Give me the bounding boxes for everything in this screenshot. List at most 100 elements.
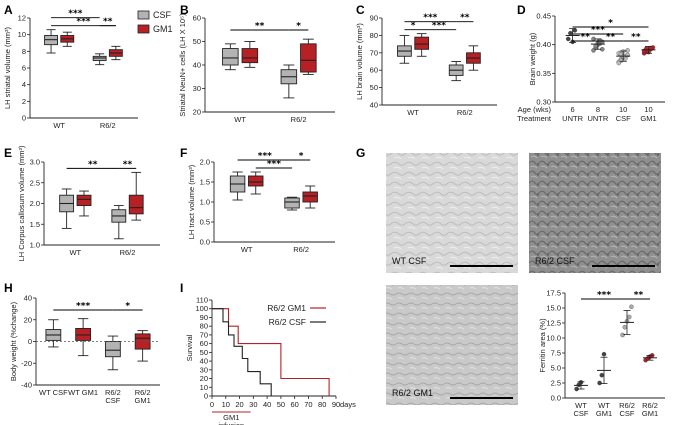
box-rect xyxy=(300,43,317,73)
significance-label: ** xyxy=(606,33,616,43)
dot-group xyxy=(574,380,588,392)
x-group-label: R6/2 xyxy=(100,121,116,130)
y-tick-label: 80 xyxy=(200,322,208,331)
chart-panel-g: 0.0 2.5 5.0 7.5 10.0 12.5 15.0 17.5 Ferritin are… xyxy=(538,289,665,418)
x-category-age: 10 xyxy=(619,105,627,114)
dot-group xyxy=(590,36,605,53)
y-tick-label: 60 xyxy=(370,66,378,75)
box-rect xyxy=(414,36,430,50)
row-label-treatment: Treatment xyxy=(517,114,552,123)
box-csf xyxy=(44,29,58,54)
micrograph-wt-csf-label: WT CSF xyxy=(392,256,427,266)
row-label-age: Age (wks) xyxy=(518,105,552,114)
y-tick-label: 20 xyxy=(193,108,201,117)
box-rect xyxy=(222,48,239,66)
significance-label: * xyxy=(299,152,304,162)
dot-group xyxy=(616,48,631,66)
micrograph-r62-gm1-label: R6/2 GM1 xyxy=(392,388,433,398)
y-axis-label: Ferritin area (%) xyxy=(538,318,547,373)
x-group-label: R6/2 xyxy=(457,108,473,117)
x-category-age: 8 xyxy=(596,105,600,114)
x-category-label: CSF xyxy=(105,396,120,405)
x-category-label: GM1 xyxy=(642,409,658,418)
micrograph-wt-csf: WT CSF xyxy=(386,153,518,273)
box-rect xyxy=(302,191,318,203)
panel-letter-a: A xyxy=(4,3,13,17)
y-tick-label: 0.35 xyxy=(536,69,551,78)
y-tick-label: 50 xyxy=(370,83,378,92)
x-category-label: CSF xyxy=(620,409,635,418)
dot-group xyxy=(620,304,634,338)
x-category-label: R6/2 xyxy=(642,401,658,410)
x-tick-label: 90 xyxy=(332,400,340,409)
box-gm1 xyxy=(76,190,92,217)
y-tick-label: 70 xyxy=(200,330,208,339)
legend: CSF GM1 xyxy=(137,10,173,34)
micrograph-wt-csf-image xyxy=(386,153,518,273)
y-tick-label: 60 xyxy=(200,339,208,348)
x-category-treatment: UNTR xyxy=(587,114,608,123)
y-tick-label: 0.40 xyxy=(536,40,551,49)
y-tick-label: 2 xyxy=(22,97,26,106)
significance-label: * xyxy=(608,19,613,29)
x-tick-label: 10 xyxy=(222,400,230,409)
y-tick-label: 12 xyxy=(18,14,26,23)
micrograph-r62-csf-label: R6/2 CSF xyxy=(535,256,575,266)
y-tick-label: 10.0 xyxy=(546,334,561,343)
y-tick-label: 0.5 xyxy=(200,218,210,227)
x-group-label: WT xyxy=(241,245,253,254)
box-csf xyxy=(280,64,298,99)
y-tick-label: 1.5 xyxy=(30,220,40,229)
panel-letter-b: B xyxy=(180,3,189,17)
x-category-label: WT CSF xyxy=(39,388,68,397)
data-point xyxy=(622,324,628,330)
box-rect xyxy=(284,197,300,209)
box-gm1 xyxy=(134,330,151,362)
chart-panel-e: 1.0 1.5 2.0 2.5 3.0 LH Corpus callosum volume… xyxy=(17,145,160,261)
box-gm1 xyxy=(75,318,92,357)
x-tick-label: 30 xyxy=(249,400,257,409)
y-tick-label: 0.45 xyxy=(536,12,551,21)
y-tick-label: 0.0 xyxy=(551,394,561,403)
box-csf xyxy=(284,196,300,211)
y-tick-label: 2.0 xyxy=(200,158,210,167)
box-csf xyxy=(92,53,107,66)
y-axis-label: Striatal NeuN+ cells (LH X 10⁵) xyxy=(178,13,187,117)
chart-panel-c: 40 50 60 70 80 90 LH brain volume (mm³) WT R6/2 *… xyxy=(355,13,497,117)
y-tick-label: 40 xyxy=(370,101,378,110)
x-category-label: GM1 xyxy=(596,409,612,418)
chart-panel-h: -40 -20 0 20 40 Body weight (%change) WT CSF WT… xyxy=(9,294,160,405)
significance-label: * xyxy=(296,22,301,32)
x-category-label: R6/2 xyxy=(135,388,151,397)
x-tick-label: 20 xyxy=(235,400,243,409)
y-tick-label: 0 xyxy=(22,114,26,123)
x-group-label: WT xyxy=(234,115,246,124)
data-point xyxy=(620,332,625,338)
x-category-label: GM1 xyxy=(135,396,151,405)
x-category-label: WT GM1 xyxy=(68,388,98,397)
y-tick-label: 90 xyxy=(370,14,378,23)
y-axis-label: Brain weight (g) xyxy=(528,32,537,85)
box-gm1 xyxy=(302,185,318,209)
y-tick-label: 30 xyxy=(193,84,201,93)
dot-group xyxy=(643,353,657,363)
box-gm1 xyxy=(414,33,430,57)
significance-label: ** xyxy=(88,160,98,170)
box-rect xyxy=(128,194,144,215)
y-tick-label: 40 xyxy=(200,357,208,366)
dot-group xyxy=(597,351,611,386)
significance-label: *** xyxy=(68,9,82,19)
box-csf xyxy=(397,34,412,64)
dot-group xyxy=(565,28,580,45)
y-tick-label: 80 xyxy=(370,31,378,40)
data-point xyxy=(565,36,571,42)
box-rect xyxy=(104,341,121,358)
significance-label: *** xyxy=(76,17,90,27)
panel-letter-i: I xyxy=(180,281,183,295)
y-tick-label: 0.30 xyxy=(536,98,551,107)
legend-swatch-gm1 xyxy=(137,24,150,34)
y-tick-label: 20 xyxy=(24,315,32,324)
x-axis-label: days xyxy=(340,400,356,409)
legend-label-csf: CSF xyxy=(153,10,172,20)
